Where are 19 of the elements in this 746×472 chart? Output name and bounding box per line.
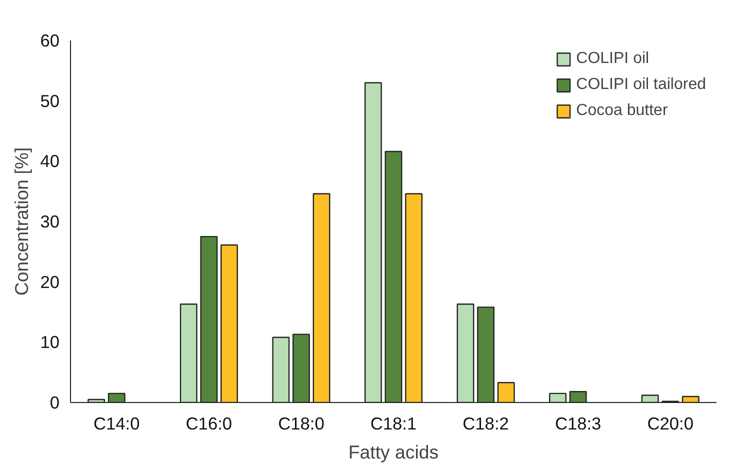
legend-label: COLIPI oil <box>576 50 650 68</box>
x-tick-label: C18:3 <box>554 414 602 434</box>
y-tick-label: 50 <box>40 90 60 111</box>
x-tick-label: C16:0 <box>186 414 232 434</box>
y-tick-label: 60 <box>40 30 60 50</box>
y-tick-label: 20 <box>40 272 60 292</box>
y-tick-label: 0 <box>50 392 60 412</box>
y-tick-label: 40 <box>40 151 60 172</box>
x-tick-label: C20:0 <box>647 414 694 434</box>
x-tick-label: C14:0 <box>94 414 140 434</box>
x-tick-label: C18:0 <box>278 414 324 434</box>
y-axis-title: Concentration [%] <box>11 147 32 296</box>
x-tick-label: C18:1 <box>370 414 417 434</box>
x-axis-title: Fatty acids <box>348 442 439 462</box>
y-tick-label: 30 <box>40 212 60 232</box>
y-tick-label: 10 <box>40 332 60 352</box>
x-tick-label: C18:2 <box>462 414 509 434</box>
legend-label: COLIPI oil tailored <box>576 76 706 94</box>
legend-label: Cocoa butter <box>576 102 668 120</box>
